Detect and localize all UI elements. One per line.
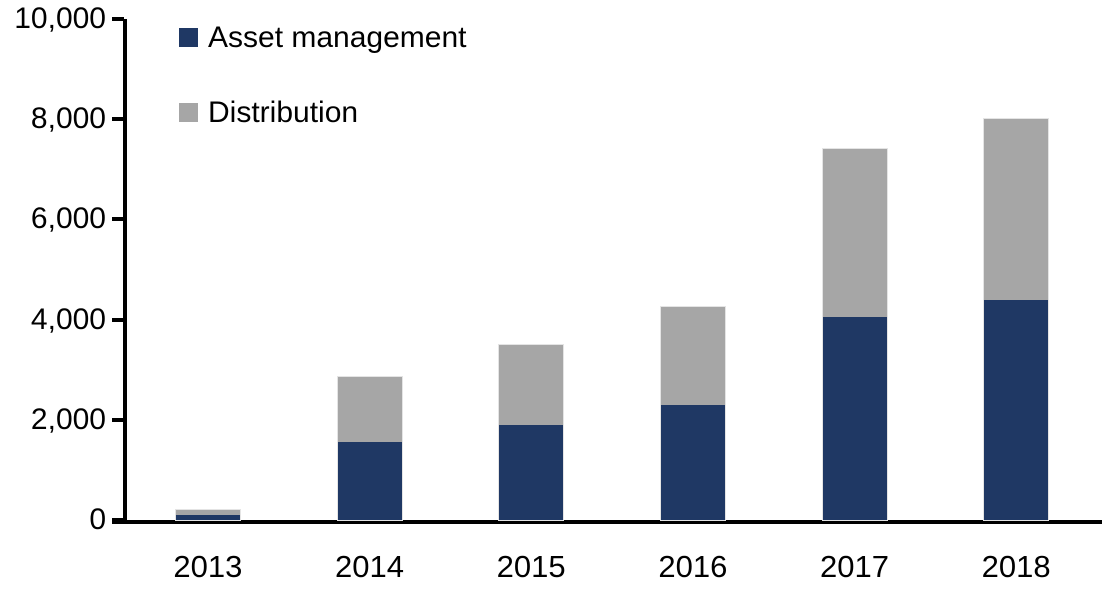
x-axis-label-2017: 2017 [820, 549, 889, 584]
y-axis-tick-mark [112, 518, 124, 522]
bar-2017 [821, 148, 888, 521]
bar-segment-asset-management-2016 [660, 404, 725, 520]
legend: Asset management Distribution [179, 22, 466, 178]
bar-segment-distribution-2018 [984, 119, 1049, 300]
legend-item-asset-management: Asset management [179, 22, 466, 52]
x-axis-label-2014: 2014 [335, 549, 404, 584]
legend-label-distribution: Distribution [208, 95, 359, 129]
x-axis-label-2015: 2015 [496, 549, 566, 584]
bar-2015 [498, 343, 565, 521]
y-axis-tick-mark [112, 317, 124, 322]
bar-segment-asset-management-2018 [984, 299, 1049, 520]
x-axis-line [112, 520, 1102, 524]
bar-2013 [174, 508, 241, 521]
bar-segment-distribution-2013 [175, 509, 240, 515]
legend-swatch-distribution-icon [179, 103, 198, 122]
y-axis-tick-label: 0 [89, 503, 106, 536]
x-axis-label-2013: 2013 [173, 549, 243, 584]
bar-2016 [659, 306, 726, 521]
y-axis-tick-label: 2,000 [30, 402, 106, 436]
y-axis-tick-mark [112, 217, 124, 222]
bar-segment-distribution-2017 [822, 149, 887, 318]
y-axis-tick-label: 4,000 [30, 302, 106, 336]
x-axis-label-2016: 2016 [658, 549, 728, 584]
legend-label-asset-management: Asset management [208, 20, 467, 54]
bar-segment-asset-management-2015 [499, 424, 564, 520]
x-axis-label-2018: 2018 [981, 549, 1051, 584]
y-axis-tick-mark [112, 117, 124, 122]
legend-item-distribution: Distribution [179, 97, 466, 127]
bar-segment-distribution-2015 [499, 344, 564, 425]
y-axis-tick-mark [112, 17, 124, 21]
y-axis-tick-label: 8,000 [30, 102, 106, 136]
bar-segment-asset-management-2014 [337, 442, 402, 520]
bar-segment-distribution-2014 [337, 377, 402, 443]
y-axis-tick-label: 10,000 [14, 2, 106, 35]
bar-segment-asset-management-2013 [175, 514, 240, 520]
legend-swatch-asset-management-icon [179, 28, 198, 47]
y-axis-tick-label: 6,000 [30, 202, 106, 236]
bar-2014 [336, 376, 403, 521]
bar-segment-asset-management-2017 [822, 317, 887, 520]
y-axis-tick-mark [112, 417, 124, 422]
y-axis-line [123, 19, 127, 524]
bar-2018 [983, 118, 1050, 521]
bar-segment-distribution-2016 [660, 307, 725, 405]
